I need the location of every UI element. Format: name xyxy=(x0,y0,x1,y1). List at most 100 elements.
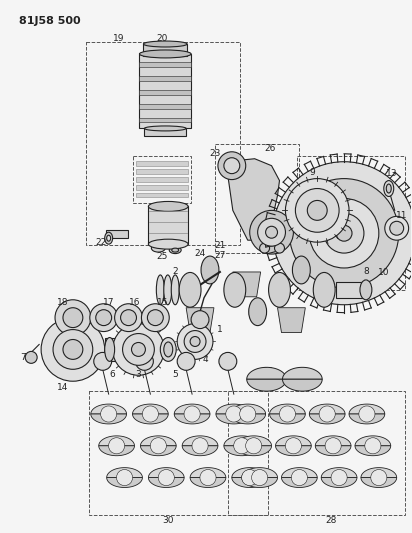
Polygon shape xyxy=(107,467,143,478)
Circle shape xyxy=(385,216,409,240)
Polygon shape xyxy=(242,467,278,478)
Circle shape xyxy=(336,225,352,241)
Bar xyxy=(136,161,188,166)
Polygon shape xyxy=(247,379,286,391)
Text: 26: 26 xyxy=(264,144,275,154)
Polygon shape xyxy=(148,467,184,478)
Ellipse shape xyxy=(160,337,176,361)
Polygon shape xyxy=(91,404,126,414)
Polygon shape xyxy=(361,478,397,488)
Circle shape xyxy=(279,406,295,422)
Bar xyxy=(136,176,188,182)
Circle shape xyxy=(147,310,163,326)
Circle shape xyxy=(307,200,327,220)
Polygon shape xyxy=(269,404,305,414)
Text: 9: 9 xyxy=(309,168,315,177)
Circle shape xyxy=(94,352,112,370)
Circle shape xyxy=(324,213,364,253)
Circle shape xyxy=(274,243,284,253)
Polygon shape xyxy=(232,478,267,488)
Polygon shape xyxy=(278,308,305,333)
Text: 8: 8 xyxy=(363,268,369,277)
Ellipse shape xyxy=(313,272,335,307)
Polygon shape xyxy=(242,478,278,488)
Circle shape xyxy=(141,304,169,332)
Text: 81J58 500: 81J58 500 xyxy=(19,15,81,26)
Polygon shape xyxy=(230,414,266,424)
Polygon shape xyxy=(174,404,210,414)
Circle shape xyxy=(41,318,105,381)
Polygon shape xyxy=(349,404,385,414)
Circle shape xyxy=(115,304,143,332)
Polygon shape xyxy=(321,478,357,488)
Bar xyxy=(106,230,128,238)
Polygon shape xyxy=(349,414,385,424)
Polygon shape xyxy=(140,446,176,456)
Ellipse shape xyxy=(164,342,173,357)
Ellipse shape xyxy=(151,244,165,252)
Ellipse shape xyxy=(145,126,186,131)
Ellipse shape xyxy=(148,201,188,212)
Ellipse shape xyxy=(105,232,112,244)
Text: 4: 4 xyxy=(202,355,208,364)
Ellipse shape xyxy=(156,275,164,305)
Circle shape xyxy=(112,324,164,375)
Polygon shape xyxy=(133,404,168,414)
Text: 28: 28 xyxy=(325,516,337,525)
Polygon shape xyxy=(309,404,345,414)
Ellipse shape xyxy=(148,239,188,249)
Polygon shape xyxy=(216,404,252,414)
Ellipse shape xyxy=(169,247,181,254)
Ellipse shape xyxy=(171,275,179,305)
Polygon shape xyxy=(269,414,305,424)
Ellipse shape xyxy=(172,248,179,252)
Circle shape xyxy=(319,406,335,422)
Circle shape xyxy=(150,438,166,454)
Text: 5: 5 xyxy=(172,370,178,379)
Circle shape xyxy=(226,406,242,422)
Circle shape xyxy=(390,221,404,235)
Circle shape xyxy=(55,300,91,336)
Polygon shape xyxy=(283,367,322,379)
Text: 15: 15 xyxy=(157,298,168,307)
Polygon shape xyxy=(190,467,226,478)
Bar xyxy=(133,156,191,204)
Text: 22: 22 xyxy=(95,238,106,247)
Polygon shape xyxy=(216,414,252,424)
Polygon shape xyxy=(99,436,134,446)
Circle shape xyxy=(219,352,237,370)
Circle shape xyxy=(108,438,125,454)
Circle shape xyxy=(290,179,399,288)
Circle shape xyxy=(122,334,154,365)
Polygon shape xyxy=(236,446,272,456)
Text: 2: 2 xyxy=(172,268,178,277)
Circle shape xyxy=(295,189,339,232)
Polygon shape xyxy=(186,308,214,333)
Circle shape xyxy=(53,329,93,369)
Polygon shape xyxy=(148,478,184,488)
Circle shape xyxy=(325,438,341,454)
Polygon shape xyxy=(224,446,260,456)
Polygon shape xyxy=(133,414,168,424)
Circle shape xyxy=(273,161,412,305)
Bar xyxy=(139,90,191,95)
Bar xyxy=(139,54,191,128)
Polygon shape xyxy=(99,446,134,456)
Polygon shape xyxy=(233,272,261,297)
Circle shape xyxy=(252,470,268,486)
Polygon shape xyxy=(321,467,357,478)
Ellipse shape xyxy=(201,256,219,284)
Circle shape xyxy=(191,311,209,328)
Bar xyxy=(145,128,186,136)
Polygon shape xyxy=(228,159,279,240)
Circle shape xyxy=(242,470,258,486)
Circle shape xyxy=(250,211,293,254)
Text: 16: 16 xyxy=(129,298,140,307)
Polygon shape xyxy=(247,367,286,379)
Ellipse shape xyxy=(384,181,394,197)
Circle shape xyxy=(96,310,112,326)
Polygon shape xyxy=(91,414,126,424)
Circle shape xyxy=(286,438,302,454)
Circle shape xyxy=(177,324,213,359)
Ellipse shape xyxy=(269,272,290,307)
